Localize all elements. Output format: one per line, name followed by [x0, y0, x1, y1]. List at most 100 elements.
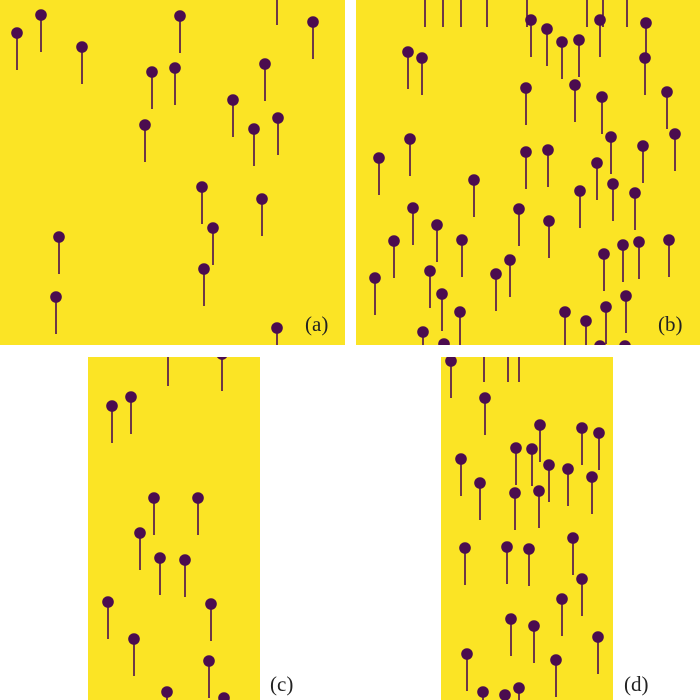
pin-head: [459, 542, 471, 554]
pin-head: [510, 442, 522, 454]
pin: [455, 453, 467, 496]
pin: [407, 202, 419, 245]
pin: [594, 14, 606, 57]
pin-head: [256, 193, 268, 205]
pin-head: [218, 692, 230, 700]
pin: [550, 654, 562, 697]
pin: [542, 144, 554, 187]
pin: [629, 187, 641, 230]
pin: [369, 272, 381, 315]
pin-head: [580, 315, 592, 327]
pin-head: [559, 306, 571, 318]
pin: [50, 291, 62, 334]
pin: [205, 598, 217, 641]
pin-head: [106, 400, 118, 412]
pin: [53, 231, 65, 274]
pin-head: [541, 23, 553, 35]
pin-head: [35, 9, 47, 21]
pin: [523, 543, 535, 586]
panel-c-pins: [102, 357, 230, 700]
pin-head: [598, 248, 610, 260]
pin: [456, 234, 468, 277]
pin: [431, 219, 443, 262]
pin: [276, 0, 278, 25]
pin-head: [490, 268, 502, 280]
pin: [203, 655, 215, 698]
pin: [510, 442, 522, 485]
pin: [272, 112, 284, 155]
pin: [154, 552, 166, 595]
pin: [543, 459, 555, 502]
pin-head: [619, 340, 631, 345]
pin: [139, 119, 151, 162]
pin: [479, 392, 491, 435]
pin: [663, 234, 675, 277]
pin: [167, 357, 169, 386]
pin-head: [217, 357, 227, 360]
pin-head: [509, 487, 521, 499]
pin-head: [605, 131, 617, 143]
pin-head: [567, 532, 579, 544]
pin-head: [272, 112, 284, 124]
pin-head: [534, 419, 546, 431]
pin-head: [533, 485, 545, 497]
pin-head: [586, 471, 598, 483]
panel-d: [441, 357, 613, 700]
pin-head: [407, 202, 419, 214]
pin: [459, 542, 471, 585]
pin: [573, 34, 585, 77]
pin: [146, 66, 158, 109]
pin: [534, 419, 546, 462]
panel-b-pins: [369, 0, 681, 345]
pin-head: [669, 128, 681, 140]
pin: [639, 52, 651, 95]
pin-head: [526, 443, 538, 455]
pin: [161, 686, 173, 700]
pin-head: [455, 453, 467, 465]
pin-head: [479, 392, 491, 404]
pin-head: [445, 357, 457, 367]
pin: [559, 306, 571, 345]
pin-head: [505, 613, 517, 625]
pin-head: [456, 234, 468, 246]
pin-head: [454, 306, 466, 318]
pin-head: [148, 492, 160, 504]
pin-head: [416, 52, 428, 64]
pin: [460, 0, 462, 27]
pin-head: [205, 598, 217, 610]
pin: [520, 146, 532, 189]
pin: [591, 157, 603, 200]
pin: [513, 203, 525, 246]
pin-head: [438, 338, 450, 345]
pin: [513, 682, 525, 700]
pin-head: [50, 291, 62, 303]
pin: [619, 340, 631, 345]
pin-head: [569, 79, 581, 91]
panel-a-label: (a): [305, 312, 329, 336]
pin: [106, 400, 118, 443]
pin: [424, 0, 426, 27]
pin: [468, 174, 480, 217]
pin: [580, 315, 592, 345]
pin: [486, 0, 488, 27]
pin-head: [388, 235, 400, 247]
pin: [404, 133, 416, 176]
pin-head: [576, 573, 588, 585]
pin: [605, 131, 617, 174]
pin-head: [161, 686, 173, 698]
pin: [596, 91, 608, 134]
pin-head: [146, 66, 158, 78]
pin: [474, 477, 486, 520]
pin: [271, 322, 283, 345]
pin: [128, 633, 140, 676]
pin-head: [125, 391, 137, 403]
pin: [169, 62, 181, 105]
pin: [574, 185, 586, 228]
pin-head: [525, 14, 537, 26]
pin: [196, 181, 208, 224]
pin: [541, 23, 553, 66]
pin: [633, 236, 645, 279]
panel-d-label: (d): [624, 672, 649, 696]
pin: [402, 46, 414, 89]
pin: [518, 357, 520, 382]
